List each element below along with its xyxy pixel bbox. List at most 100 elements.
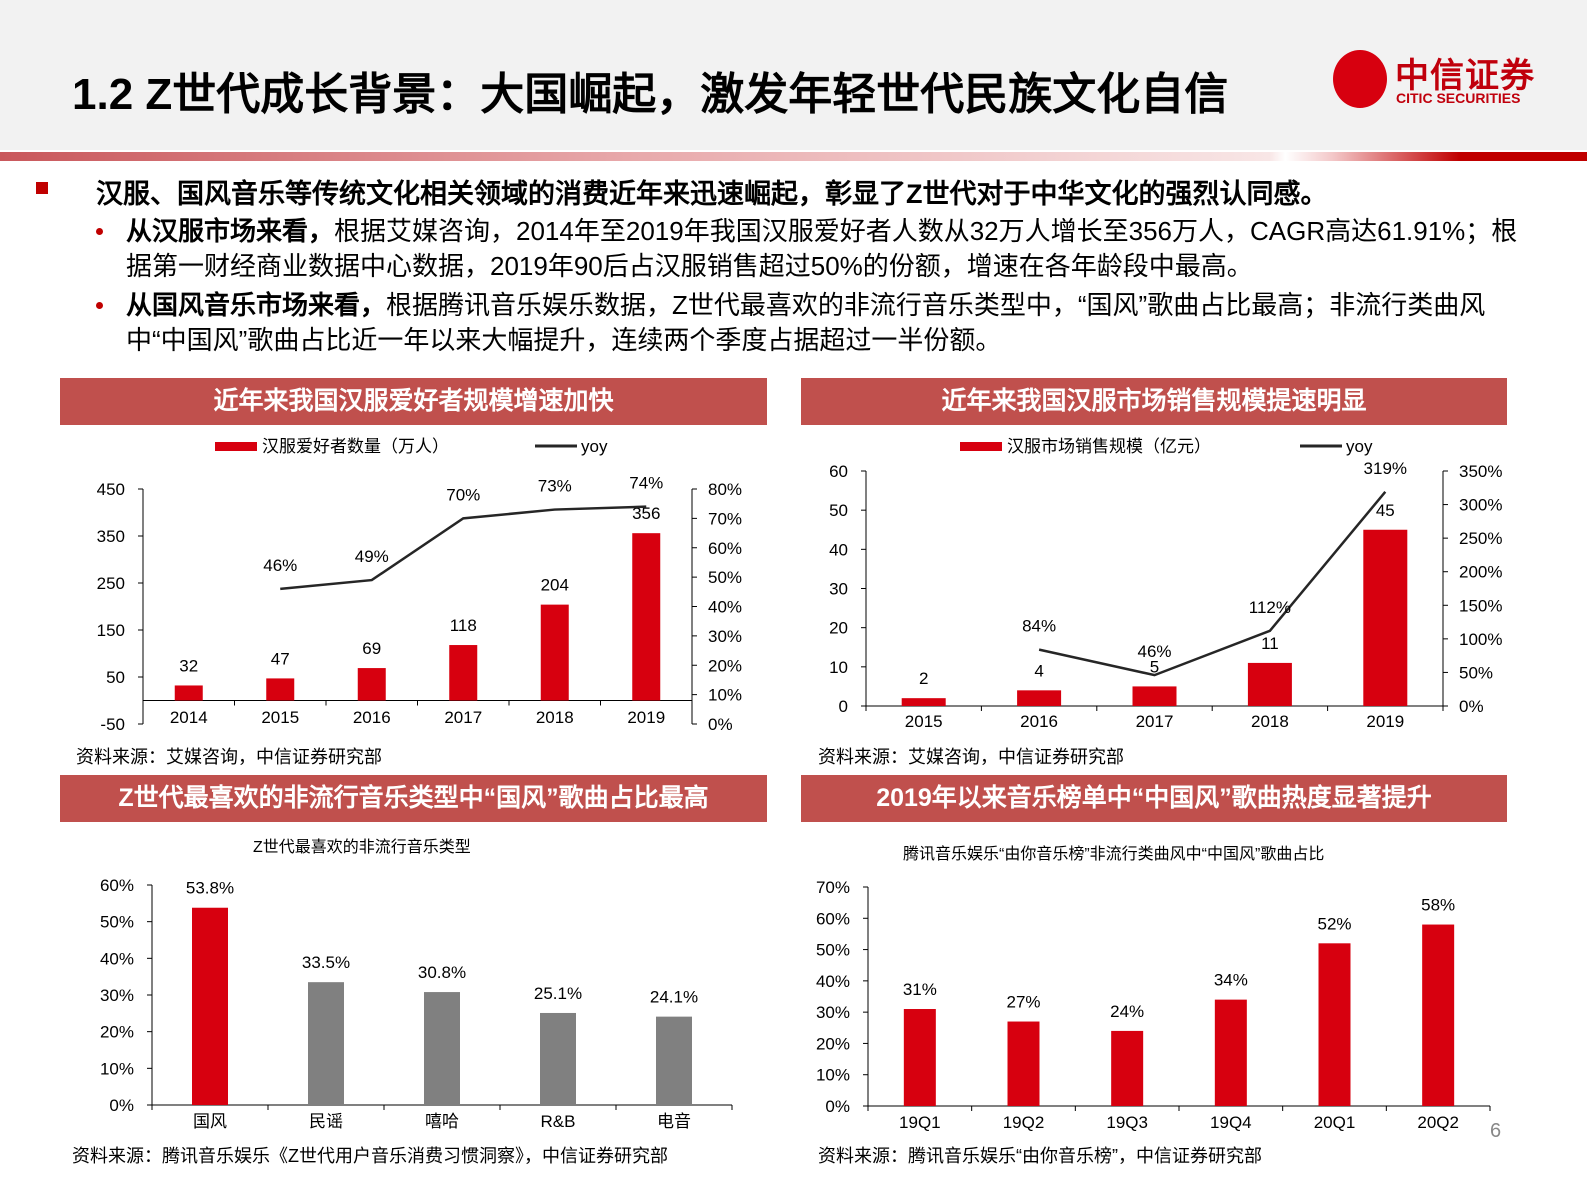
logo-text-en: CITIC SECURITIES xyxy=(1396,90,1521,106)
x-tick-label: 19Q4 xyxy=(1210,1113,1252,1132)
chart-title: 腾讯音乐娱乐“由你音乐榜”非流行类曲风中“中国风”歌曲占比 xyxy=(903,846,1325,863)
legend-bar-swatch xyxy=(960,442,1002,451)
bar-label: 45 xyxy=(1376,501,1395,520)
sub-bullet-bold: 从汉服市场来看， xyxy=(126,216,335,246)
citic-logo: 中信证券 CITIC SECURITIES xyxy=(1333,48,1543,112)
x-tick-label: 2019 xyxy=(627,708,665,727)
line-label: 46% xyxy=(1137,642,1171,661)
x-tick-label: 2019 xyxy=(1366,712,1404,731)
y2-tick-label: 20% xyxy=(708,656,742,675)
bar-label: 25.1% xyxy=(534,984,582,1003)
bar xyxy=(357,668,386,701)
x-tick-label: 2014 xyxy=(170,708,208,727)
bar-label: 204 xyxy=(541,576,569,595)
chart-title: Z世代最喜欢的非流行音乐类型 xyxy=(253,839,471,856)
y-tick-label: 150 xyxy=(97,621,125,640)
x-tick-label: 2018 xyxy=(536,708,574,727)
line-label: 73% xyxy=(538,477,572,496)
logo-text-cn: 中信证券 xyxy=(1395,57,1535,95)
square-bullet-icon xyxy=(36,182,48,194)
bar-label: 47 xyxy=(271,649,290,668)
line-label: 74% xyxy=(629,474,663,493)
legend-bar-label: 汉服市场销售规模（亿元） xyxy=(1007,437,1211,456)
y2-tick-label: 350% xyxy=(1459,462,1502,481)
y2-tick-label: 50% xyxy=(1459,663,1493,682)
bar xyxy=(1132,686,1177,706)
y-tick-label: 60% xyxy=(100,876,134,895)
y-tick-label: 0 xyxy=(839,697,848,716)
bar xyxy=(1007,1021,1040,1106)
bar xyxy=(901,698,946,706)
bar-label: 58% xyxy=(1421,896,1455,915)
main-bullet: 汉服、国风音乐等传统文化相关领域的消费近年来迅速崛起，彰显了Z世代对于中华文化的… xyxy=(96,179,1328,209)
source-note: 资料来源：腾讯音乐娱乐“由你音乐榜”，中信证券研究部 xyxy=(818,1146,1262,1166)
bar-label: 2 xyxy=(919,669,928,688)
y-tick-label: 20 xyxy=(829,619,848,638)
bar xyxy=(1422,924,1455,1106)
bar-label: 30.8% xyxy=(418,963,466,982)
sub-bullet-music: 从国风音乐市场来看，根据腾讯音乐娱乐数据，Z世代最喜欢的非流行音乐类型中，“国风… xyxy=(126,288,1536,358)
x-tick-label: 2018 xyxy=(1251,712,1289,731)
bar-label: 69 xyxy=(362,639,381,658)
bar xyxy=(540,604,569,701)
y-tick-label: 10 xyxy=(829,658,848,677)
x-tick-label: 2017 xyxy=(444,708,482,727)
bar xyxy=(266,678,295,701)
bar-label: 34% xyxy=(1214,971,1248,990)
x-tick-label: 嘻哈 xyxy=(425,1112,459,1131)
y-tick-label: 50 xyxy=(106,668,125,687)
y-tick-label: 10% xyxy=(100,1059,134,1078)
source-note: 资料来源：艾媒咨询，中信证券研究部 xyxy=(818,747,1124,767)
x-tick-label: 2015 xyxy=(905,712,943,731)
bar-label: 11 xyxy=(1261,634,1279,653)
bar-label: 356 xyxy=(632,504,660,523)
citic-logo-emblem-icon xyxy=(1333,50,1387,108)
bullet-dot-icon xyxy=(96,302,103,309)
x-tick-label: 电音 xyxy=(657,1112,691,1131)
bar-label: 4 xyxy=(1034,661,1043,680)
bar-label: 118 xyxy=(450,616,477,635)
x-tick-label: 2017 xyxy=(1136,712,1174,731)
bar xyxy=(1214,999,1247,1106)
bar xyxy=(192,907,228,1105)
sub-bullet-bold: 从国风音乐市场来看， xyxy=(126,290,387,320)
y-tick-label: 40% xyxy=(100,949,134,968)
x-tick-label: R&B xyxy=(541,1112,576,1131)
bar xyxy=(632,533,661,701)
x-tick-label: 19Q3 xyxy=(1106,1113,1148,1132)
section-title-music-genre: Z世代最喜欢的非流行音乐类型中“国风”歌曲占比最高 xyxy=(60,775,767,822)
y-tick-label: 70% xyxy=(816,878,850,897)
y-tick-label: 50% xyxy=(100,913,134,932)
bar-label: 24.1% xyxy=(650,988,698,1007)
x-tick-label: 民谣 xyxy=(309,1112,343,1131)
line-label: 84% xyxy=(1022,617,1056,636)
bar-label: 24% xyxy=(1110,1002,1144,1021)
bar xyxy=(424,992,460,1105)
bar xyxy=(449,645,478,701)
source-note: 资料来源：腾讯音乐娱乐《Z世代用户音乐消费习惯洞察》，中信证券研究部 xyxy=(72,1146,668,1166)
y-tick-label: 60% xyxy=(816,909,850,928)
x-tick-label: 2016 xyxy=(353,708,391,727)
x-tick-label: 2015 xyxy=(261,708,299,727)
y-tick-label: 20% xyxy=(100,1023,134,1042)
y2-tick-label: 10% xyxy=(708,686,742,705)
bar-label: 33.5% xyxy=(302,953,350,972)
bar xyxy=(308,982,344,1105)
y-tick-label: 350 xyxy=(97,527,125,546)
bar xyxy=(174,685,203,701)
line-label: 112% xyxy=(1249,598,1291,617)
x-tick-label: 20Q2 xyxy=(1417,1113,1459,1132)
legend-bar-label: 汉服爱好者数量（万人） xyxy=(262,437,449,456)
bar xyxy=(1111,1030,1144,1106)
bar xyxy=(1363,529,1408,706)
sub-bullet-hanfu: 从汉服市场来看，根据艾媒咨询，2014年至2019年我国汉服爱好者人数从32万人… xyxy=(126,214,1536,284)
y-tick-label: 50 xyxy=(829,501,848,520)
bar-label: 32 xyxy=(179,656,198,675)
yoy-line xyxy=(280,505,647,591)
header-divider xyxy=(0,152,1587,161)
y2-tick-label: 30% xyxy=(708,627,742,646)
y-tick-label: 30% xyxy=(100,986,134,1005)
bar-label: 27% xyxy=(1006,993,1040,1012)
y2-tick-label: 50% xyxy=(708,568,742,587)
